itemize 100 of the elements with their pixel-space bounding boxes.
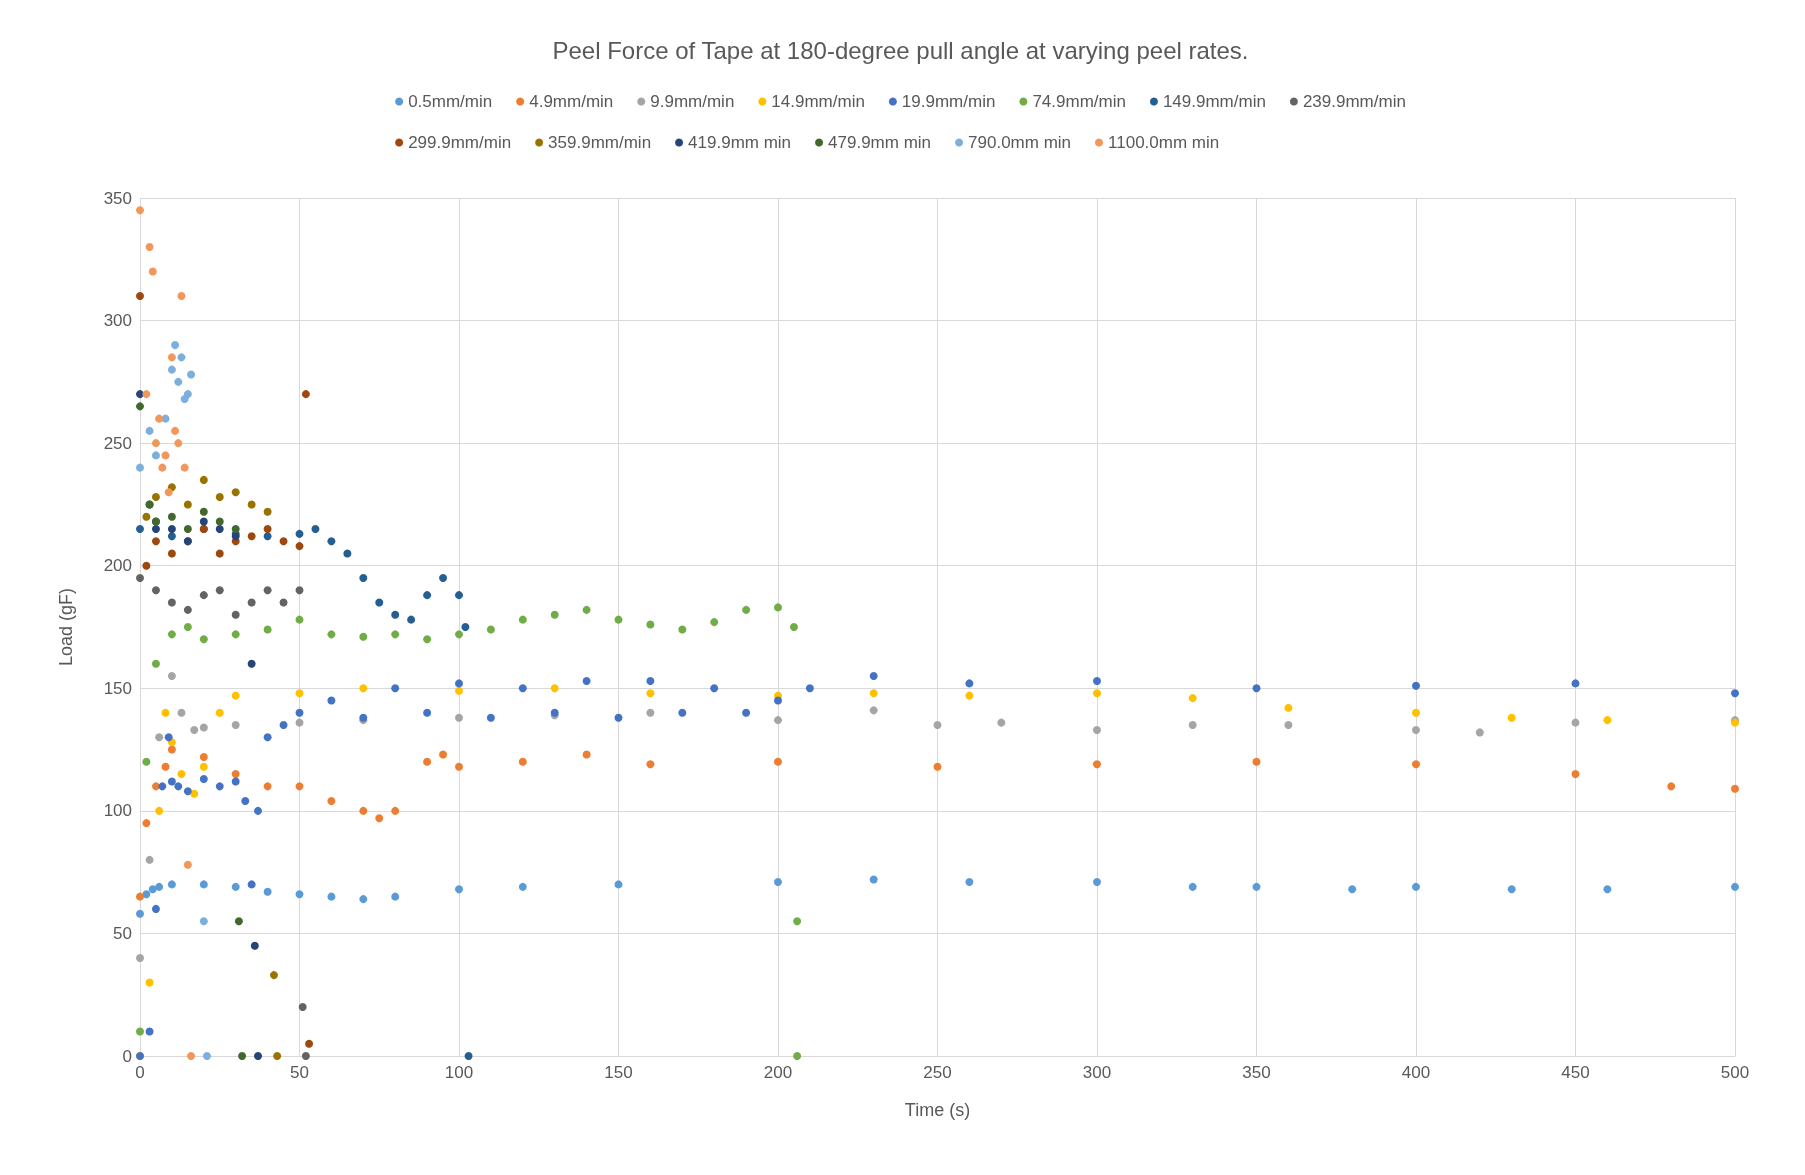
point [646,760,655,769]
point [301,390,310,399]
point [183,390,192,399]
y-tick-label: 150 [103,678,132,698]
point [199,774,208,783]
y-axis-title: Load (gF) [56,587,76,667]
point [190,789,199,798]
point [327,892,336,901]
point [646,620,655,629]
x-tick-label: 400 [1401,1063,1431,1082]
point [254,1052,263,1060]
point [407,615,416,624]
x-tick-label: 500 [1720,1063,1750,1082]
point [161,762,170,771]
point [518,684,527,693]
point [136,402,144,411]
point [1571,679,1580,688]
point [231,770,240,779]
y-tick-label: 350 [103,188,132,208]
x-tick-label: 450 [1561,1063,1590,1082]
point [174,377,183,386]
point [215,708,224,717]
point [136,524,144,533]
point [142,512,151,521]
point [1093,676,1101,685]
point [241,797,250,806]
point [279,598,288,607]
point [148,885,157,894]
point [678,625,687,634]
point [375,814,384,823]
point [550,610,559,619]
point [183,500,192,509]
point [215,493,224,502]
point [1093,760,1101,769]
point [231,488,240,497]
point [965,877,974,886]
point [263,733,272,742]
point [183,787,192,796]
point [151,659,160,668]
point [295,718,304,727]
point [455,630,463,639]
point [455,686,463,695]
point [455,591,463,600]
point [167,672,176,681]
x-tick-label: 200 [763,1063,793,1082]
point [145,855,154,864]
legend-label: 0.5mm/min [408,92,493,111]
point [151,586,160,595]
point [215,524,224,533]
point [1093,689,1101,698]
point [295,890,304,899]
point [199,880,208,889]
point [279,537,288,546]
point [1252,882,1261,891]
point [359,806,368,815]
point [183,860,192,869]
x-tick-label: 350 [1242,1063,1271,1082]
legend-label: 4.9mm/min [529,92,614,111]
point [250,941,259,950]
point [231,777,240,786]
point [1284,703,1293,712]
point [167,512,176,521]
point [142,561,151,570]
point [793,917,802,926]
point [1412,708,1420,717]
point [965,691,974,700]
y-tick-label: 0 [122,1046,132,1066]
point [167,598,176,607]
point [1507,885,1516,894]
point [199,475,208,484]
point [774,877,782,886]
point [174,782,183,791]
point [1475,728,1484,737]
point [1252,684,1261,693]
point [774,696,782,705]
point [177,292,186,301]
point [136,573,144,582]
x-tick-label: 100 [444,1063,474,1082]
point [1731,882,1739,891]
point [254,806,263,815]
point [1093,725,1101,734]
point [391,684,400,693]
point [298,1002,307,1011]
point [231,721,240,730]
point [171,426,180,435]
point [190,725,199,734]
legend-label: 14.9mm/min [771,92,865,111]
point [155,882,164,891]
x-tick-label: 300 [1082,1063,1112,1082]
legend-label: 19.9mm/min [901,92,996,111]
point [167,532,176,541]
y-tick-label: 300 [103,311,132,331]
point [774,716,782,725]
point [151,451,160,460]
point [455,713,463,722]
point [215,549,224,558]
point [486,625,495,634]
point [1284,721,1293,730]
x-tick-label: 250 [923,1063,952,1082]
point [136,909,144,918]
